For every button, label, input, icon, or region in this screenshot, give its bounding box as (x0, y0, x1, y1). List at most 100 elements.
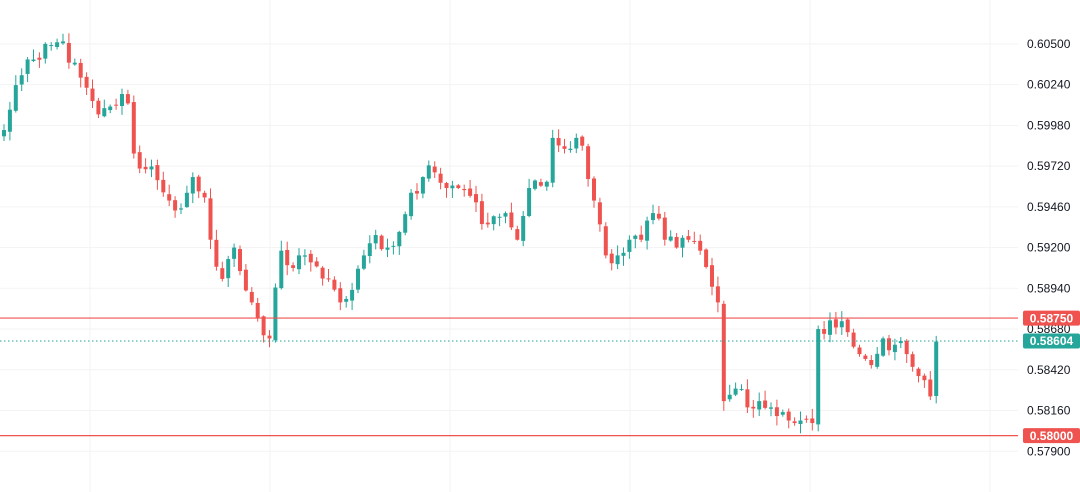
candle-up (13, 75, 18, 113)
candle-body (397, 231, 402, 247)
candle-body (792, 421, 797, 424)
price-tag-box (1023, 333, 1080, 349)
candle-body (804, 418, 809, 420)
candle-up (385, 238, 390, 258)
candle-body (774, 407, 779, 417)
candle-down (155, 159, 160, 190)
candle-up (527, 178, 532, 218)
candle-body (468, 188, 473, 196)
candle-up (727, 384, 732, 402)
candle-up (297, 248, 301, 275)
candle-body (674, 236, 679, 248)
candle-body (615, 255, 620, 265)
candle-up (190, 172, 195, 204)
candle-body (344, 298, 349, 302)
candle-body (102, 108, 107, 117)
candle-body (757, 401, 762, 410)
candle-body (892, 344, 897, 353)
candle-up (816, 325, 821, 432)
candle-up (55, 38, 60, 50)
candle-down (202, 190, 207, 203)
candle-down (538, 178, 543, 188)
candle-down (432, 161, 437, 179)
candle-body (521, 215, 526, 241)
candle-body (61, 41, 65, 44)
candle-up (25, 57, 30, 83)
candle-body (273, 287, 278, 341)
candle-down (308, 249, 313, 272)
candle-body (645, 220, 650, 241)
candle-down (196, 174, 201, 199)
candle-body (373, 235, 378, 244)
candle-down (686, 229, 691, 243)
candle-body (609, 253, 614, 264)
candle-down (822, 321, 827, 340)
candle-body (639, 234, 644, 240)
candle-down (468, 179, 473, 198)
candle-down (639, 225, 644, 243)
candle-down (291, 262, 296, 272)
candle-down (710, 257, 714, 296)
candle-down (763, 390, 768, 410)
candle-up (49, 42, 54, 51)
candle-up (367, 235, 372, 264)
candle-down (208, 188, 213, 250)
candle-body (415, 191, 419, 194)
candle-up (733, 382, 738, 397)
candle-body (285, 250, 290, 266)
candle-up (302, 249, 307, 266)
candle-body (816, 329, 821, 425)
candle-up (780, 409, 785, 417)
candle-body (491, 216, 496, 225)
candle-body (680, 237, 685, 248)
candle-down (249, 287, 254, 306)
candle-body (479, 201, 484, 225)
candle-down (857, 344, 862, 357)
candle-body (291, 265, 296, 268)
candle-down (438, 167, 443, 190)
candle-down (415, 183, 419, 200)
candle-body (131, 102, 136, 154)
candle-up (574, 133, 579, 154)
candle-body (196, 176, 201, 192)
candle-body (96, 100, 101, 115)
candle-down (379, 234, 384, 251)
candle-down (698, 234, 703, 255)
candle-body (462, 188, 467, 191)
y-tick-label: 0.57900 (1027, 444, 1071, 458)
candle-body (568, 148, 573, 151)
candle-body (49, 45, 54, 47)
candle-body (627, 239, 632, 252)
candle-up (420, 176, 425, 199)
candle-body (190, 177, 195, 194)
candle-up (72, 58, 77, 66)
candle-up (550, 129, 555, 188)
candle-body (922, 375, 927, 381)
candle-down (792, 417, 797, 426)
candle-body (474, 194, 478, 203)
candle-down (833, 311, 838, 335)
candle-body (845, 319, 850, 333)
candle-down (84, 72, 89, 96)
candle-body (367, 243, 372, 257)
candle-body (698, 240, 703, 251)
y-tick-label: 0.59200 (1027, 241, 1071, 255)
candle-body (934, 341, 939, 396)
candle-up (680, 235, 685, 258)
candle-up (19, 68, 24, 92)
candle-up (344, 296, 349, 308)
candle-body (763, 400, 768, 408)
candle-down (869, 355, 874, 369)
candle-body (238, 249, 242, 272)
candle-body (161, 179, 166, 193)
candle-up (497, 213, 502, 227)
candle-up (769, 402, 773, 417)
candle-down (314, 257, 319, 268)
candle-up (403, 211, 408, 236)
candle-down (662, 211, 667, 246)
candle-down (556, 129, 561, 153)
candle-body (538, 182, 543, 186)
candle-body (668, 236, 673, 241)
candle-body (798, 420, 803, 424)
candle-down (786, 408, 791, 429)
